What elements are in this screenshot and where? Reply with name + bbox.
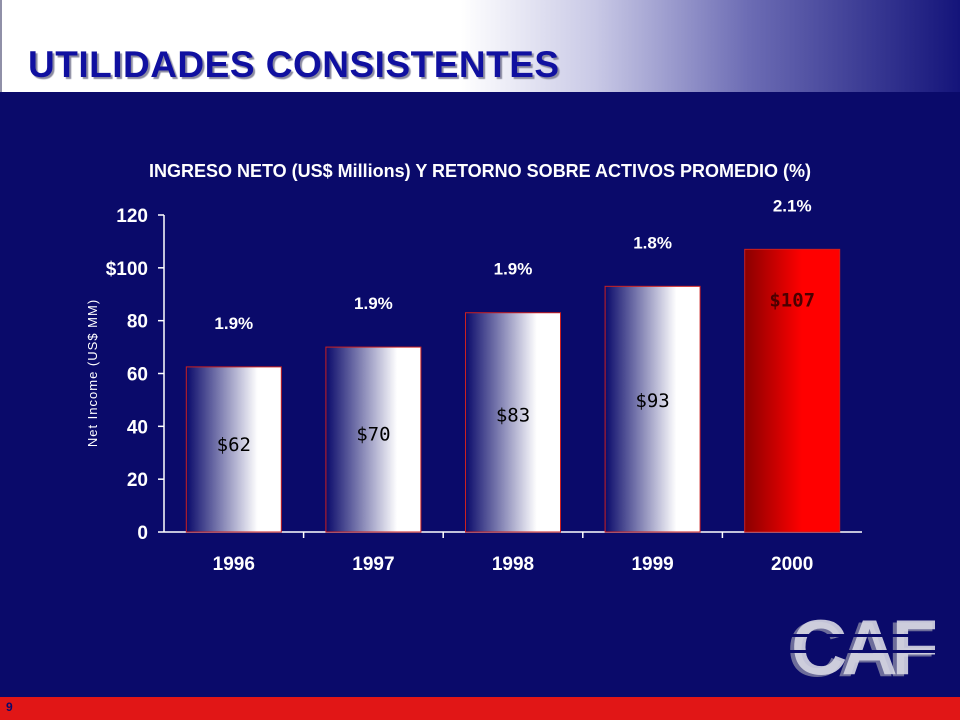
- chart-title: INGRESO NETO (US$ Millions) Y RETORNO SO…: [148, 161, 812, 181]
- y-tick-label: 120: [116, 206, 148, 227]
- y-tick-label: 0: [137, 523, 148, 544]
- y-tick-label: 20: [127, 470, 148, 491]
- bar-value-label: $107: [769, 289, 815, 311]
- y-tick-label: 40: [127, 417, 148, 438]
- svg-text:CAF: CAF: [787, 606, 933, 686]
- bar-1997: [325, 346, 422, 533]
- header-left-rule: [0, 0, 2, 92]
- x-tick-label: 1999: [631, 554, 673, 575]
- bar-value-label: $83: [496, 404, 530, 426]
- x-tick-label: 2000: [771, 554, 813, 575]
- roa-label: 1.9%: [214, 314, 253, 333]
- roa-label: 1.9%: [354, 294, 393, 313]
- y-tick-label: 60: [127, 365, 148, 386]
- caf-logo: CAF CAF: [785, 606, 935, 686]
- roa-label: 1.9%: [494, 260, 533, 279]
- y-tick-label: 80: [127, 312, 148, 333]
- bar-1996: [185, 366, 282, 533]
- bar-value-label: $62: [217, 434, 251, 456]
- bar-value-label: $70: [356, 423, 390, 445]
- header-band: [0, 0, 960, 92]
- svg-text:CAF: CAF: [791, 606, 935, 686]
- footer-bar: 9: [0, 697, 960, 720]
- page-number: 9: [6, 700, 13, 714]
- x-tick-label: 1998: [492, 554, 534, 575]
- x-tick-label: 1996: [213, 554, 255, 575]
- roa-label: 2.1%: [773, 196, 812, 215]
- x-tick-label: 1997: [352, 554, 394, 575]
- slide-title: UTILIDADES CONSISTENTES: [28, 44, 560, 85]
- bar-value-label: $93: [635, 390, 669, 412]
- bar-1998: [465, 312, 561, 533]
- bar-1999: [604, 285, 701, 533]
- y-axis-label: Net Income (US$ MM): [85, 299, 100, 447]
- bar-2000: [744, 248, 841, 533]
- roa-label: 1.8%: [633, 233, 672, 252]
- y-tick-label: $100: [106, 259, 148, 280]
